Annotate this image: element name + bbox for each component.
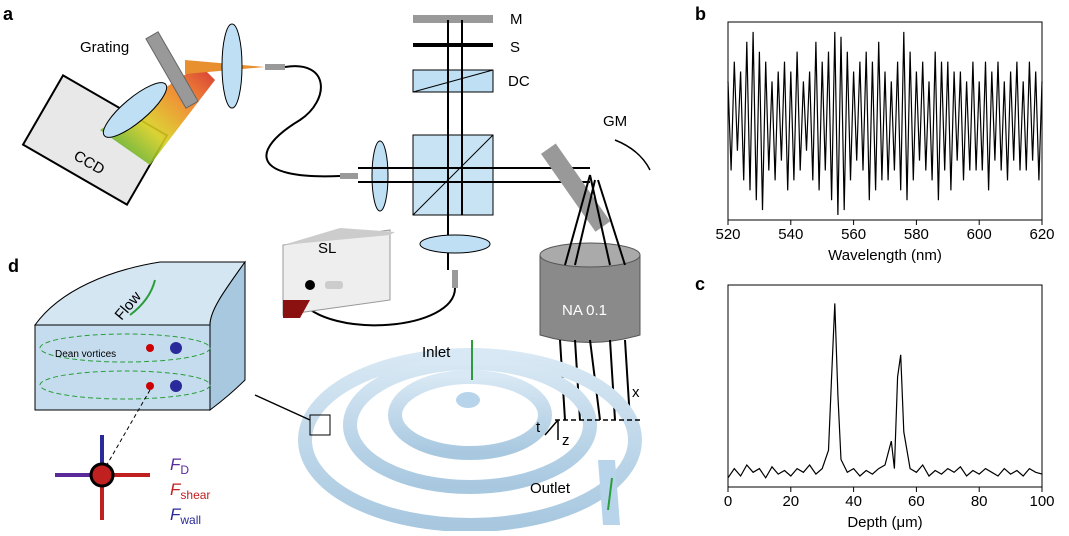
x-tick-label: 520 <box>715 226 740 243</box>
x-tick-label: 560 <box>841 226 866 243</box>
label: SL <box>318 240 336 257</box>
x-tick-label: 600 <box>967 226 992 243</box>
symbol: F <box>170 505 182 524</box>
label: M <box>510 11 523 28</box>
panel-label: a <box>3 4 14 24</box>
force-label: FD <box>170 455 189 477</box>
panel-label: c <box>695 274 705 294</box>
label: S <box>510 39 520 56</box>
signal-line <box>727 31 1043 216</box>
panel-label: d <box>8 256 19 276</box>
label: NA 0.1 <box>562 302 607 319</box>
x-tick-label: 580 <box>904 226 929 243</box>
plot-frame <box>727 21 1043 221</box>
label: z <box>562 432 570 449</box>
label: Dean vortices <box>55 349 116 360</box>
subscript: D <box>180 463 189 477</box>
label: DC <box>508 73 530 90</box>
subscript: wall <box>179 513 201 527</box>
channel-cross-section <box>34 260 246 520</box>
x-tick-label: 40 <box>845 493 862 510</box>
signal-line <box>727 303 1043 479</box>
optics-layout <box>21 15 651 532</box>
label: Grating <box>80 39 129 56</box>
force-label: Fshear <box>170 480 210 502</box>
panel-label: b <box>695 4 706 24</box>
x-tick-label: 80 <box>971 493 988 510</box>
force-label: Fwall <box>170 505 201 527</box>
plot-frame <box>727 284 1043 488</box>
x-tick-label: 100 <box>1029 493 1054 510</box>
label: Inlet <box>422 344 451 361</box>
label: t <box>536 419 541 436</box>
x-axis-title: Depth (μm) <box>847 514 922 531</box>
x-tick-label: 0 <box>724 493 732 510</box>
symbol: F <box>170 480 182 499</box>
x-tick-label: 540 <box>778 226 803 243</box>
label: x <box>632 384 640 401</box>
label: Outlet <box>530 480 571 497</box>
x-axis-title: Wavelength (nm) <box>828 247 942 264</box>
label: GM <box>603 113 627 130</box>
x-tick-label: 20 <box>782 493 799 510</box>
symbol: F <box>170 455 182 474</box>
x-tick-label: 60 <box>908 493 925 510</box>
x-tick-label: 620 <box>1029 226 1054 243</box>
subscript: shear <box>180 488 210 502</box>
